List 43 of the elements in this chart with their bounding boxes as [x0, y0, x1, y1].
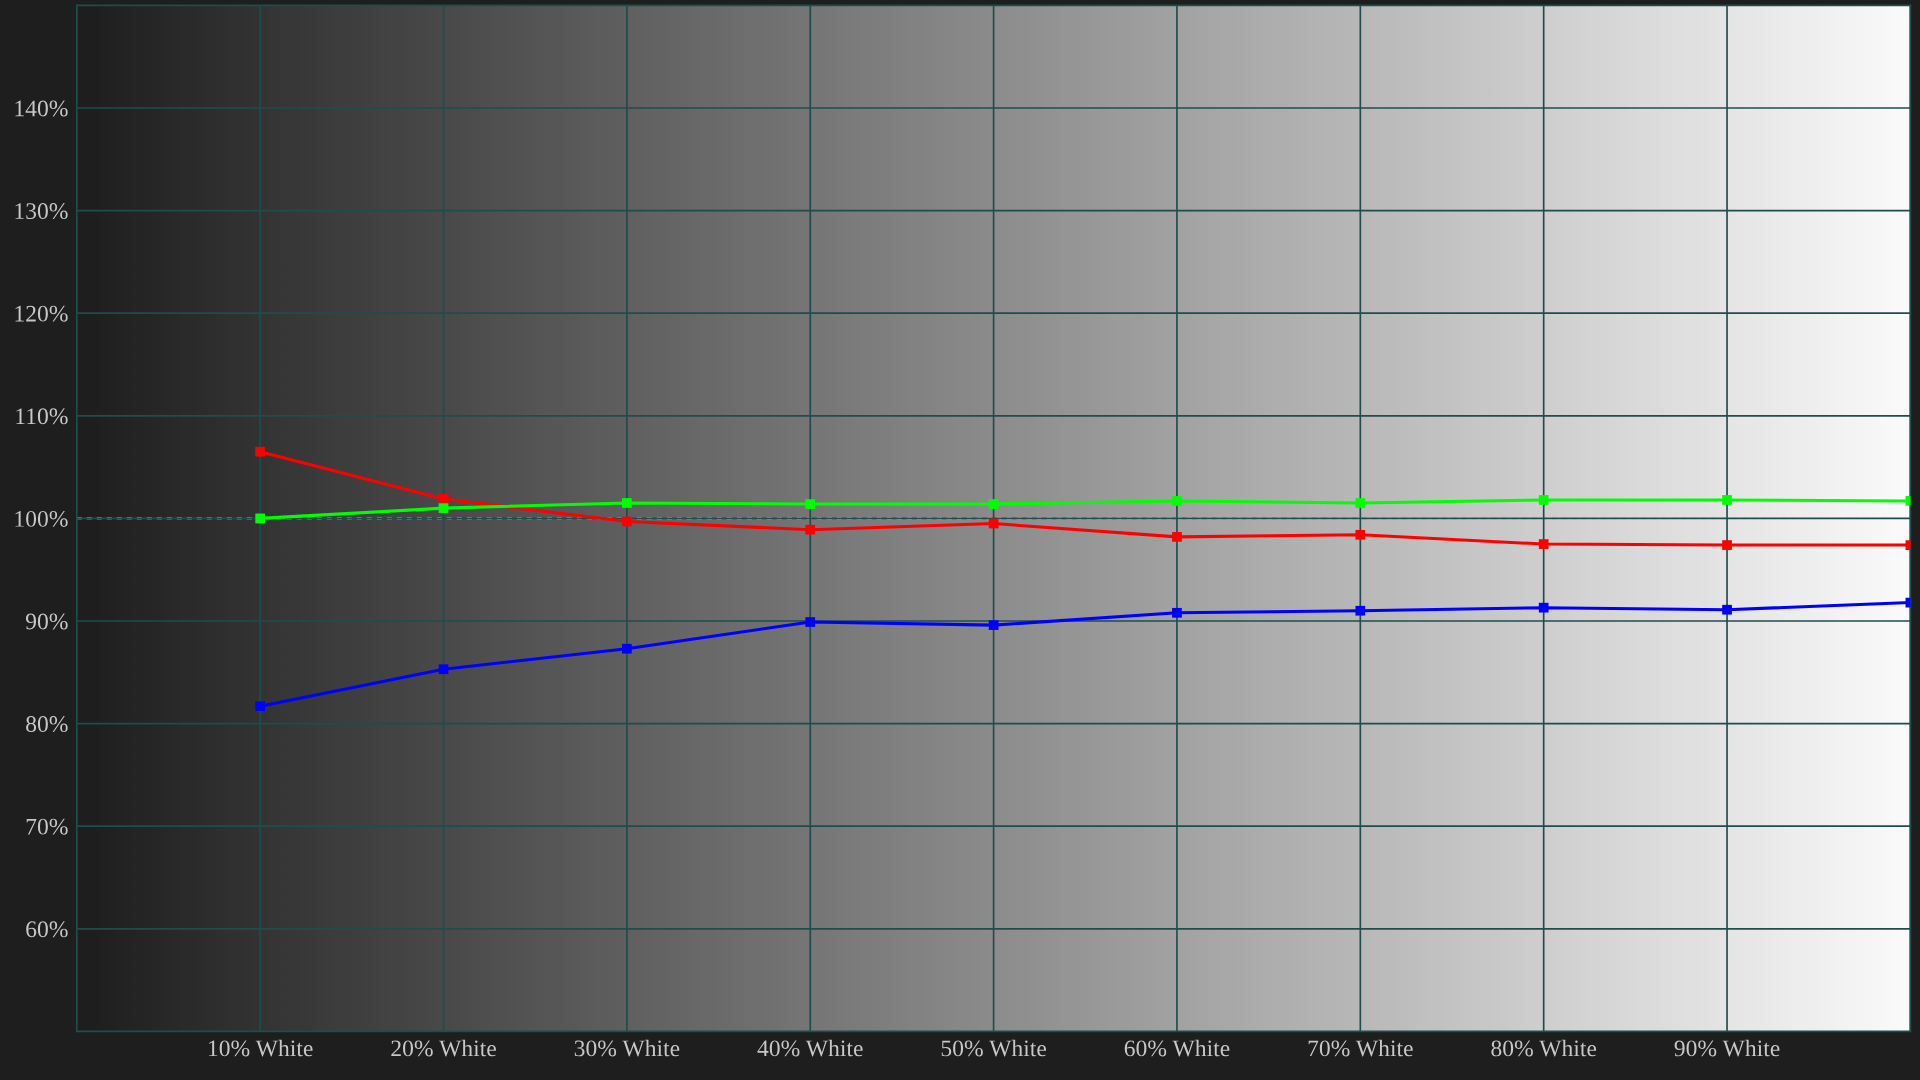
- point: [1538, 539, 1549, 549]
- point: [805, 617, 816, 627]
- point: [622, 498, 632, 508]
- x-tick-label: 20% White: [391, 1039, 496, 1057]
- x-tick-label: 30% White: [574, 1039, 680, 1057]
- point: [255, 446, 266, 457]
- y-tick-label: 110%: [16, 408, 68, 425]
- point: [622, 516, 632, 527]
- point: [1538, 602, 1549, 613]
- x-tick-label: 60% White: [1124, 1039, 1230, 1057]
- point: [1172, 496, 1182, 506]
- x-tick-label: 10% White: [209, 1039, 313, 1057]
- point: [1722, 495, 1732, 505]
- x-tick-label: 40% White: [757, 1039, 863, 1057]
- point: [622, 643, 632, 654]
- point: [1722, 540, 1732, 550]
- y-tick-label: 120%: [15, 305, 68, 322]
- x-tick-label: 70% White: [1308, 1039, 1413, 1057]
- y-tick-label: 90%: [25, 613, 68, 630]
- point: [988, 499, 999, 509]
- point: [438, 503, 449, 513]
- point: [1538, 495, 1549, 505]
- point: [255, 701, 266, 712]
- point: [805, 499, 816, 509]
- y-tick-label: 140%: [15, 100, 68, 117]
- point: [1722, 604, 1732, 615]
- point: [255, 513, 266, 524]
- y-tick-label: 60%: [26, 921, 68, 938]
- point: [1355, 498, 1366, 508]
- x-tick-label: 50% White: [941, 1039, 1047, 1057]
- point: [1172, 607, 1182, 618]
- point: [805, 524, 816, 535]
- point: [1355, 529, 1366, 540]
- y-tick-label: 100%: [15, 510, 68, 527]
- y-tick-label: 130%: [15, 203, 68, 220]
- x-tick-label: 90% White: [1674, 1039, 1780, 1057]
- point: [438, 664, 449, 675]
- point: [988, 620, 999, 630]
- y-tick-label: 70%: [26, 818, 68, 835]
- point: [1172, 532, 1182, 542]
- y-tick-label: 80%: [26, 716, 68, 733]
- x-tick-label: 80% White: [1491, 1039, 1597, 1057]
- point: [1355, 605, 1366, 616]
